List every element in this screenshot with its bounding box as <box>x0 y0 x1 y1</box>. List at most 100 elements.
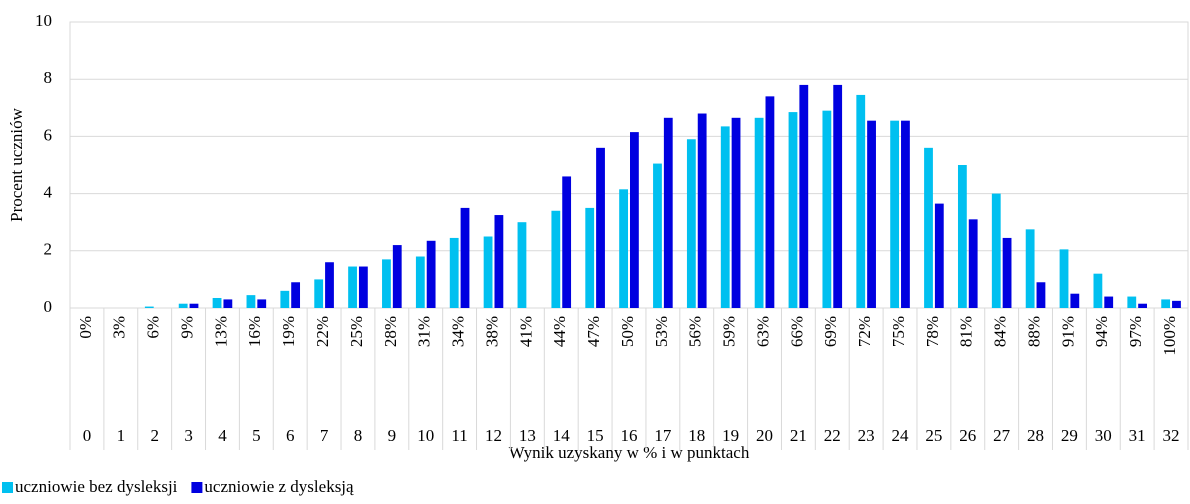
bar <box>1070 293 1080 308</box>
y-tick-label: 6 <box>44 125 53 144</box>
legend-swatch <box>2 482 13 493</box>
x-tick-label-percent: 63% <box>753 316 772 347</box>
x-tick-label-percent: 47% <box>584 316 603 347</box>
x-tick-label-percent: 9% <box>177 316 196 339</box>
bar <box>189 303 199 308</box>
x-tick-label: 31 <box>1129 426 1146 445</box>
bar <box>483 236 493 308</box>
x-tick-label-percent: 28% <box>381 316 400 347</box>
y-tick-label: 4 <box>44 183 53 202</box>
bar <box>1059 249 1069 308</box>
x-tick-label-percent: 75% <box>889 316 908 347</box>
x-tick-label-percent: 66% <box>787 316 806 347</box>
x-tick-label-percent: 3% <box>110 316 129 339</box>
bar <box>731 117 741 308</box>
x-tick-label: 25 <box>925 426 942 445</box>
x-tick-label: 8 <box>354 426 363 445</box>
x-tick-label: 21 <box>790 426 807 445</box>
x-tick-label: 9 <box>388 426 397 445</box>
bar <box>585 207 595 308</box>
x-tick-label: 1 <box>117 426 126 445</box>
bar <box>426 240 436 308</box>
x-tick-label-percent: 41% <box>516 316 535 347</box>
x-tick-label: 16 <box>621 426 638 445</box>
bar <box>460 207 470 308</box>
bar <box>856 94 866 309</box>
bar <box>494 215 504 308</box>
bar <box>291 282 301 308</box>
bar <box>246 295 256 308</box>
x-tick-label-percent: 0% <box>76 316 95 339</box>
bar <box>178 303 188 308</box>
bar <box>619 189 628 308</box>
x-tick-label-percent: 78% <box>923 316 942 347</box>
bar <box>991 193 1001 308</box>
bar <box>663 117 673 308</box>
x-tick-label-percent: 81% <box>957 316 976 347</box>
bar <box>799 84 809 308</box>
x-tick-label-percent: 31% <box>415 316 434 347</box>
bar <box>382 259 391 308</box>
x-tick-label: 17 <box>654 426 672 445</box>
bar <box>1093 273 1103 308</box>
plot-border <box>69 21 1189 309</box>
bar <box>551 210 561 308</box>
x-tick-label-percent: 56% <box>686 316 705 347</box>
bar <box>833 84 843 308</box>
x-tick-label-percent: 72% <box>855 316 874 347</box>
x-tick-label: 29 <box>1061 426 1078 445</box>
bar <box>924 147 933 308</box>
bar <box>562 176 572 308</box>
x-tick-label-percent: 88% <box>1024 316 1043 347</box>
bar <box>358 266 368 308</box>
bar <box>653 163 662 308</box>
bar <box>901 120 910 308</box>
x-tick-label: 18 <box>688 426 705 445</box>
x-tick-label-percent: 38% <box>482 316 501 347</box>
x-tick-label: 14 <box>553 426 571 445</box>
x-tick-label: 13 <box>519 426 536 445</box>
x-tick-label: 28 <box>1027 426 1044 445</box>
x-tick-label-percent: 44% <box>550 316 569 347</box>
bar <box>348 266 357 308</box>
bar <box>630 132 639 308</box>
bar <box>415 256 425 308</box>
x-tick-label: 6 <box>286 426 295 445</box>
bar <box>314 279 324 308</box>
x-tick-label: 10 <box>417 426 434 445</box>
x-tick-label: 27 <box>993 426 1011 445</box>
bar <box>325 262 334 308</box>
y-axis-title: Procent uczniów <box>7 107 26 221</box>
x-tick-label-percent: 6% <box>144 316 163 339</box>
legend-label: uczniowie z dysleksją <box>204 477 354 496</box>
x-tick-label: 26 <box>959 426 976 445</box>
x-tick-label-percent: 91% <box>1058 316 1077 347</box>
bar <box>596 147 605 308</box>
x-tick-label: 11 <box>451 426 467 445</box>
y-tick-label: 0 <box>44 297 53 316</box>
legend-swatch <box>191 482 203 493</box>
x-tick-label-percent: 34% <box>449 316 468 347</box>
x-tick-label: 20 <box>756 426 773 445</box>
bar <box>890 120 900 308</box>
bar <box>1002 237 1012 308</box>
bar <box>212 297 222 308</box>
x-tick-label: 32 <box>1163 426 1180 445</box>
y-tick-label: 10 <box>35 11 52 30</box>
bar <box>223 299 233 308</box>
x-tick-label: 3 <box>184 426 193 445</box>
bar <box>257 299 267 308</box>
x-tick-label: 0 <box>83 426 92 445</box>
x-tick-label-percent: 25% <box>347 316 366 347</box>
bar <box>968 219 978 308</box>
bar <box>449 237 459 308</box>
x-tick-label-percent: 22% <box>313 316 332 347</box>
x-tick-label: 19 <box>722 426 739 445</box>
x-tick-label-percent: 84% <box>991 316 1010 347</box>
bar <box>1172 300 1181 308</box>
bar <box>697 113 707 309</box>
x-tick-label-percent: 19% <box>279 316 298 347</box>
x-tick-label: 7 <box>320 426 329 445</box>
bar <box>1161 299 1171 308</box>
